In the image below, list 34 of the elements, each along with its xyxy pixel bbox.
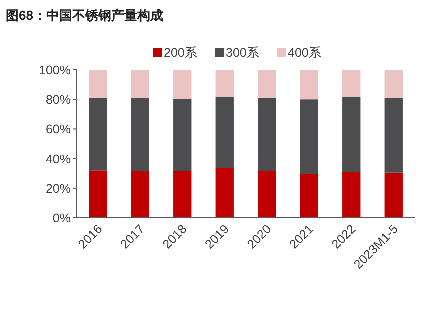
bar: [384, 98, 403, 173]
bar: [216, 70, 234, 98]
bar: [342, 97, 361, 172]
bar: [174, 70, 192, 99]
bar: [300, 100, 318, 174]
bar: [216, 97, 234, 168]
y-tick-label: 100%: [39, 64, 71, 78]
bar: [174, 98, 192, 172]
bar: [131, 98, 150, 172]
bar: [89, 70, 108, 98]
bar: [258, 171, 276, 218]
legend-label: 400系: [288, 46, 322, 60]
chart-title: 图68：中国不锈钢产量构成: [6, 8, 164, 23]
bar: [300, 70, 318, 100]
y-tick-label: 80%: [46, 93, 71, 108]
bar: [216, 168, 234, 218]
legend-label: 200系: [164, 46, 198, 60]
bar: [300, 174, 318, 218]
y-tick-label: 20%: [46, 182, 71, 196]
bar: [342, 172, 361, 218]
legend-label: 300系: [226, 46, 260, 60]
bar: [89, 98, 108, 171]
bar: [89, 170, 108, 218]
y-tick-label: 40%: [46, 152, 71, 166]
bar: [258, 70, 276, 98]
bar: [384, 70, 403, 98]
bar: [131, 171, 150, 218]
bar: [258, 98, 276, 172]
bar: [174, 171, 192, 218]
y-tick-label: 0%: [52, 212, 71, 226]
y-tick-label: 60%: [46, 122, 71, 137]
bar: [384, 172, 403, 218]
bar: [131, 70, 150, 98]
bar: [342, 70, 361, 98]
